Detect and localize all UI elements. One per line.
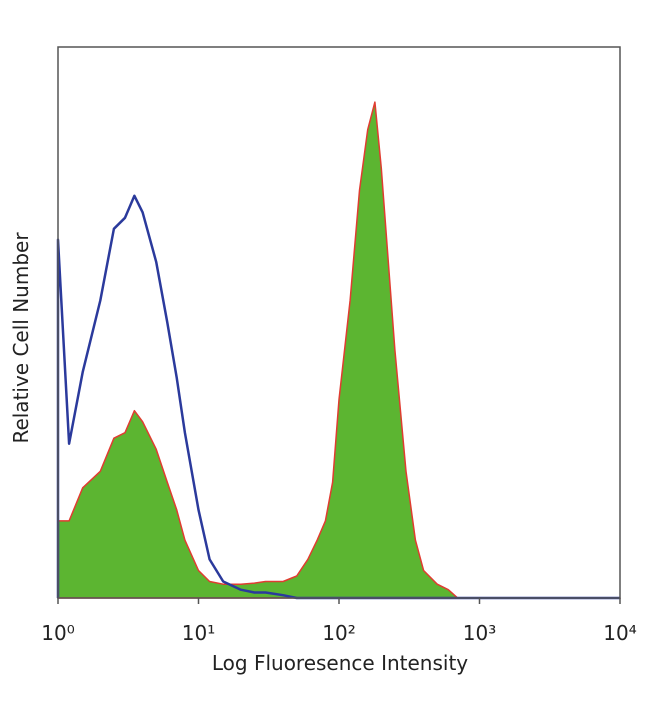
x-tick-label: 10³ bbox=[463, 621, 496, 645]
area bbox=[57, 101, 621, 599]
x-tick-label: 10⁰ bbox=[41, 621, 74, 645]
y-axis-label: Relative Cell Number bbox=[9, 232, 33, 444]
x-tick-label: 10² bbox=[322, 621, 355, 645]
x-tick-label: 10¹ bbox=[182, 621, 215, 645]
x-axis-label: Log Fluoresence Intensity bbox=[212, 651, 468, 675]
x-tick-label: 10⁴ bbox=[603, 621, 636, 645]
